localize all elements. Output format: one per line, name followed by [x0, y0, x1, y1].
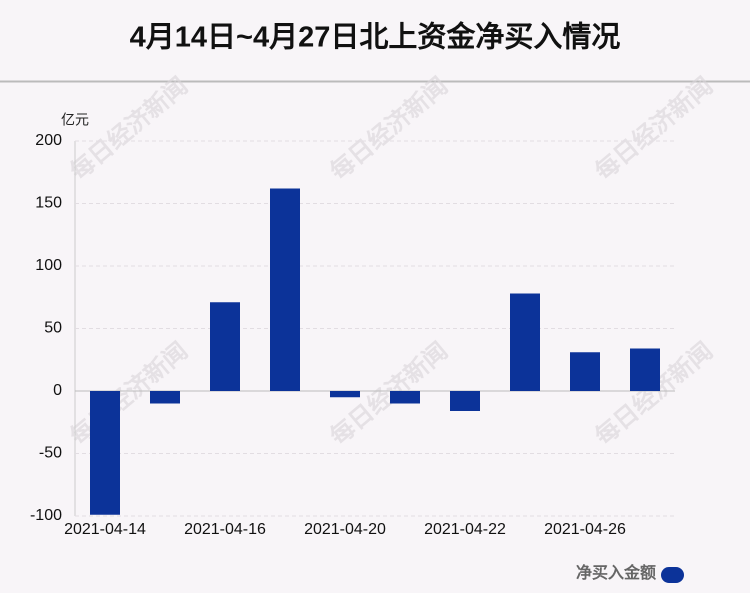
x-tick-label: 2021-04-26 [544, 521, 626, 538]
x-tick-label: 2021-04-22 [424, 521, 506, 538]
y-tick-label: -100 [30, 507, 62, 524]
y-tick-label: 150 [35, 195, 62, 212]
bar [390, 391, 420, 404]
bar [210, 302, 240, 391]
y-unit: 亿元 [61, 112, 89, 128]
bar [570, 352, 600, 391]
chart-title: 4月14日~4月27日北上资金净买入情况 [130, 20, 621, 54]
x-tick-label: 2021-04-20 [304, 521, 386, 538]
y-tick-label: -50 [39, 445, 62, 462]
bar [150, 391, 180, 404]
bar [510, 293, 540, 391]
plot: -100 -50 0 50 100 150 200 2021-04-14 2021-04-16 2… [30, 132, 684, 583]
legend-label: 净买入金额 [576, 563, 656, 582]
bar [270, 188, 300, 391]
bar [630, 348, 660, 391]
y-tick-label: 50 [44, 320, 62, 337]
bar [330, 391, 360, 398]
x-tick-label: 2021-04-14 [64, 521, 146, 538]
y-tick-label: 200 [35, 132, 62, 149]
x-tick-label: 2021-04-16 [184, 521, 266, 538]
y-tick-label: 100 [35, 257, 62, 274]
bar [90, 391, 120, 515]
y-tick-label: 0 [53, 382, 62, 399]
legend-swatch [661, 567, 684, 583]
bar [450, 391, 480, 411]
